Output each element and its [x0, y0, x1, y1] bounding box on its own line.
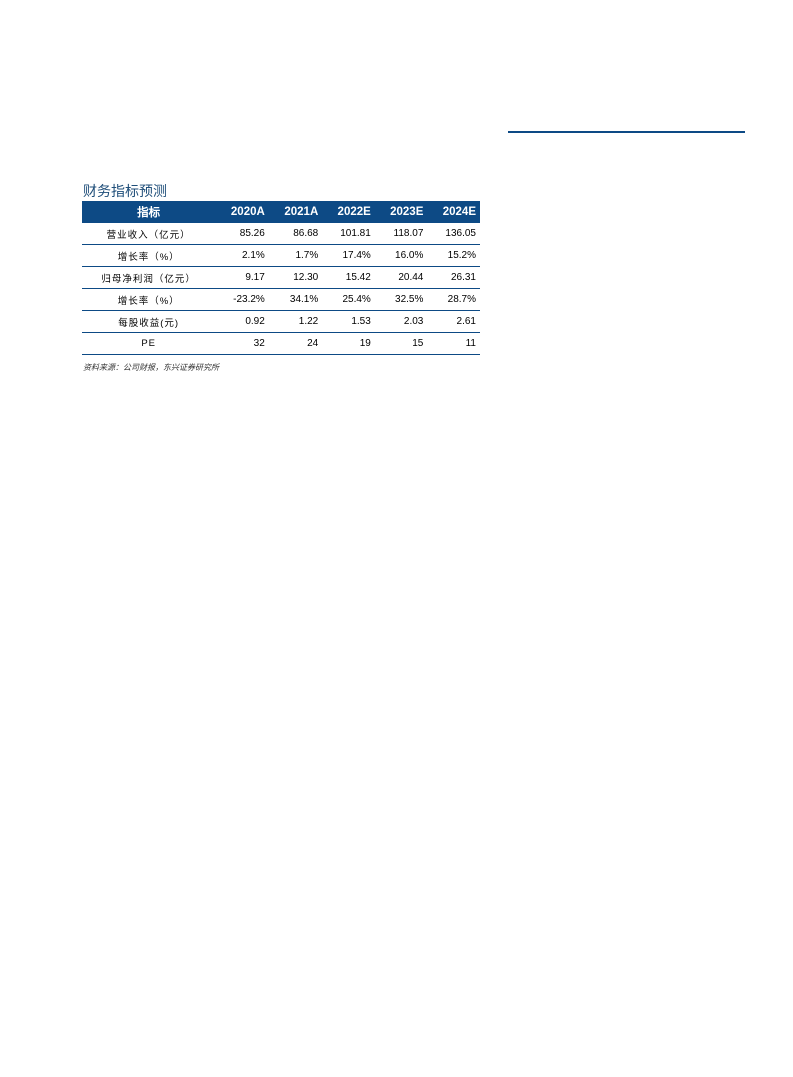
table-row: 每股收益(元) 0.92 1.22 1.53 2.03 2.61: [82, 310, 480, 333]
source-note: 资料来源：公司财报，东兴证券研究所: [83, 363, 219, 372]
header-rule: [508, 131, 745, 133]
column-header: 2024E: [427, 201, 480, 223]
table-cell: 32: [215, 332, 269, 355]
column-header: 2020A: [215, 201, 269, 223]
row-label: 归母净利润（亿元）: [82, 266, 216, 289]
table-cell: 85.26: [215, 223, 269, 245]
table-row: 增长率（%） -23.2% 34.1% 25.4% 32.5% 28.7%: [82, 288, 480, 311]
table-row: 归母净利润（亿元） 9.17 12.30 15.42 20.44 26.31: [82, 266, 480, 289]
table-cell: 136.05: [427, 223, 480, 245]
table-cell: 24: [268, 332, 323, 355]
table-cell: 32.5%: [374, 288, 428, 311]
row-label: 增长率（%）: [82, 244, 216, 267]
table-cell: 86.68: [268, 223, 323, 245]
table-cell: 15: [374, 332, 428, 355]
table-cell: 34.1%: [268, 288, 323, 311]
table-cell: 2.03: [374, 310, 428, 333]
table-cell: 15.42: [322, 266, 375, 289]
row-label: PE: [82, 332, 216, 355]
row-label: 增长率（%）: [82, 288, 216, 311]
table-cell: 25.4%: [322, 288, 375, 311]
table-row: 增长率（%） 2.1% 1.7% 17.4% 16.0% 15.2%: [82, 244, 480, 267]
table-cell: 2.61: [427, 310, 480, 333]
row-label: 每股收益(元): [82, 310, 216, 333]
table-cell: 19: [322, 332, 375, 355]
table-cell: 16.0%: [374, 244, 428, 267]
table-cell: 17.4%: [322, 244, 375, 267]
column-header: 2022E: [322, 201, 375, 223]
row-label: 营业收入（亿元）: [82, 223, 216, 245]
table-row: 营业收入（亿元） 85.26 86.68 101.81 118.07 136.05: [82, 223, 480, 245]
table-cell: 2.1%: [215, 244, 269, 267]
column-header: 2023E: [374, 201, 428, 223]
table-header-row: 指标 2020A 2021A 2022E 2023E 2024E: [82, 201, 480, 223]
table-cell: 101.81: [322, 223, 375, 245]
column-header: 指标: [82, 201, 216, 223]
table-cell: 1.22: [268, 310, 323, 333]
table-cell: 28.7%: [427, 288, 480, 311]
table-row: PE 32 24 19 15 11: [82, 332, 480, 355]
table-cell: 0.92: [215, 310, 269, 333]
table-cell: 9.17: [215, 266, 269, 289]
column-header: 2021A: [268, 201, 323, 223]
table-cell: 26.31: [427, 266, 480, 289]
table-cell: 15.2%: [427, 244, 480, 267]
table-cell: 118.07: [374, 223, 428, 245]
table-cell: 1.7%: [268, 244, 323, 267]
table-cell: 20.44: [374, 266, 428, 289]
table-cell: 12.30: [268, 266, 323, 289]
table-cell: -23.2%: [215, 288, 269, 311]
table-cell: 1.53: [322, 310, 375, 333]
financial-forecast-table: 指标 2020A 2021A 2022E 2023E 2024E 营业收入（亿元） 85.2…: [82, 201, 480, 355]
table-cell: 11: [427, 332, 480, 355]
table-title: 财务指标预测: [83, 183, 167, 199]
